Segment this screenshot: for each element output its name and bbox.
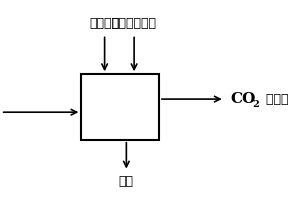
Text: 废液: 废液 [119,175,134,188]
Text: 稀酸溶液: 稀酸溶液 [90,17,120,30]
Text: 2: 2 [252,100,259,109]
Text: 气体去: 气体去 [262,93,289,106]
Text: CO: CO [231,92,256,106]
Text: 含无机碳溶液: 含无机碳溶液 [112,17,157,30]
Bar [81,74,159,140]
